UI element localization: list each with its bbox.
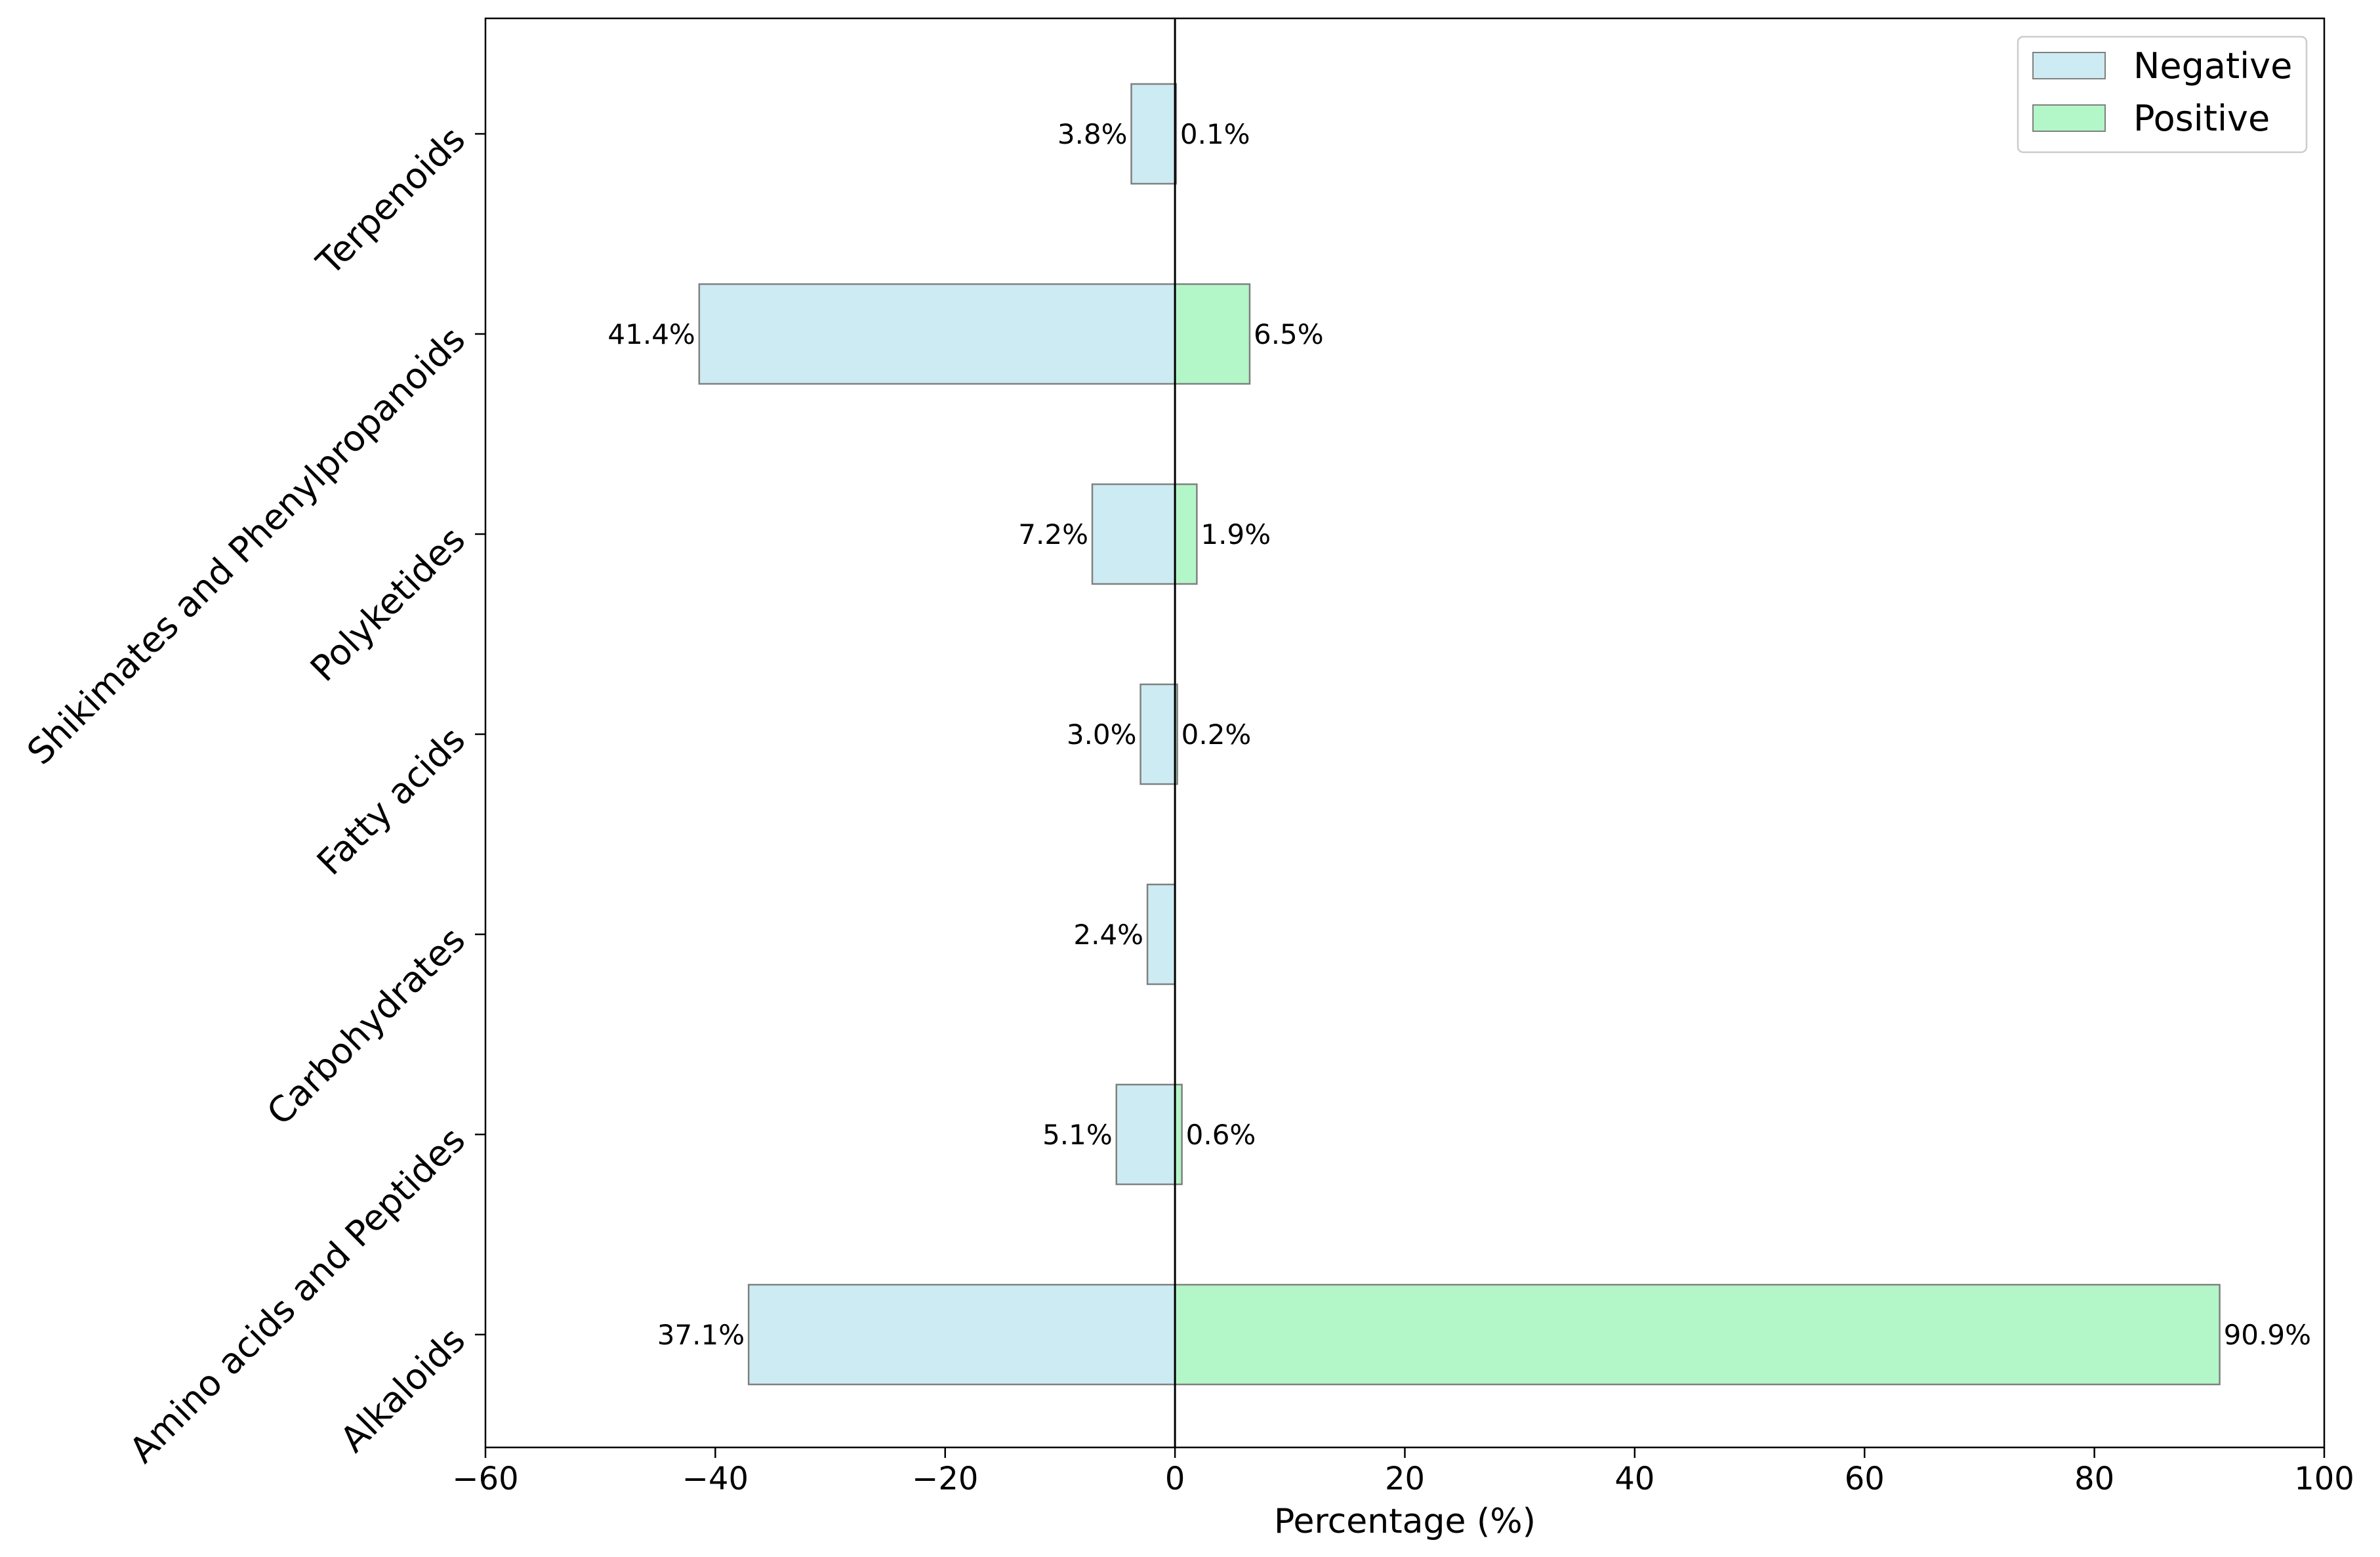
bar-positive-shikimates-and-phenylpropanoids bbox=[1174, 283, 1251, 385]
x-tick-label: 80 bbox=[2074, 1461, 2114, 1497]
bar-positive-polyketides bbox=[1174, 483, 1198, 585]
y-tick-label-polyketides: Polyketides bbox=[302, 519, 473, 690]
legend-label-negative: Negative bbox=[2133, 45, 2292, 87]
bar-positive-alkaloids bbox=[1174, 1283, 2221, 1386]
x-axis-title: Percentage (%) bbox=[1274, 1502, 1536, 1541]
data-label-positive-shikimates-and-phenylpropanoids: 6.5% bbox=[1254, 318, 1324, 350]
x-axis: −60 −40 −20 0 20 40 60 80 100 bbox=[452, 1447, 2354, 1497]
legend-swatch-negative bbox=[2032, 52, 2106, 79]
y-tick-label-alkaloids: Alkaloids bbox=[332, 1319, 473, 1461]
data-label-negative-fatty-acids: 3.0% bbox=[1067, 718, 1137, 751]
legend-swatch-positive bbox=[2032, 104, 2106, 132]
data-labels-layer: 3.8% 0.1% 41.4% 6.5% 7.2% 1.9% 3.0% 0.2% 2.4% 5.1… bbox=[607, 118, 2311, 1351]
data-label-negative-carbohydrates: 2.4% bbox=[1073, 919, 1143, 951]
legend: Negative Positive bbox=[2017, 35, 2308, 154]
bar-positive-amino-acids-and-peptides bbox=[1174, 1083, 1183, 1186]
x-tick-label: 0 bbox=[1165, 1461, 1185, 1497]
x-tick-label: 60 bbox=[1845, 1461, 1885, 1497]
y-tick-label-amino-acids-and-peptides: Amino acids and Peptides bbox=[121, 1119, 473, 1471]
x-tick-label: −20 bbox=[912, 1461, 978, 1497]
plot-frame bbox=[484, 17, 2326, 1449]
data-label-negative-polyketides: 7.2% bbox=[1018, 518, 1088, 550]
data-label-negative-alkaloids: 37.1% bbox=[657, 1319, 745, 1351]
bar-negative-polyketides bbox=[1091, 483, 1176, 585]
bar-negative-shikimates-and-phenylpropanoids bbox=[698, 283, 1176, 385]
x-tick-label: 40 bbox=[1614, 1461, 1654, 1497]
data-label-negative-terpenoids: 3.8% bbox=[1057, 118, 1128, 150]
data-label-negative-shikimates-and-phenylpropanoids: 41.4% bbox=[607, 318, 695, 350]
data-label-positive-terpenoids: 0.1% bbox=[1180, 118, 1250, 150]
bar-negative-amino-acids-and-peptides bbox=[1115, 1083, 1176, 1186]
data-label-positive-polyketides: 1.9% bbox=[1200, 518, 1271, 550]
bars-layer bbox=[698, 83, 2221, 1386]
bar-negative-fatty-acids bbox=[1139, 683, 1176, 785]
bar-negative-alkaloids bbox=[747, 1283, 1176, 1386]
y-axis: Terpenoids Shikimates and Phenylpropanoid… bbox=[19, 119, 485, 1471]
x-tick-label: −40 bbox=[682, 1461, 749, 1497]
bar-negative-carbohydrates bbox=[1146, 883, 1176, 986]
x-tick-label: −60 bbox=[452, 1461, 518, 1497]
y-tick-label-shikimates-and-phenylpropanoids: Shikimates and Phenylpropanoids bbox=[19, 319, 473, 773]
bar-negative-terpenoids bbox=[1130, 83, 1176, 185]
y-tick-label-carbohydrates: Carbohydrates bbox=[259, 919, 473, 1133]
data-label-positive-amino-acids-and-peptides: 0.6% bbox=[1186, 1119, 1256, 1151]
data-label-negative-amino-acids-and-peptides: 5.1% bbox=[1042, 1119, 1113, 1151]
data-label-positive-alkaloids: 90.9% bbox=[2224, 1319, 2311, 1351]
data-label-positive-fatty-acids: 0.2% bbox=[1181, 718, 1252, 751]
x-tick-label: 100 bbox=[2294, 1461, 2354, 1497]
y-tick-label-fatty-acids: Fatty acids bbox=[309, 719, 473, 883]
y-tick-label-terpenoids: Terpenoids bbox=[308, 119, 473, 283]
legend-label-positive: Positive bbox=[2133, 98, 2270, 139]
x-tick-label: 20 bbox=[1385, 1461, 1425, 1497]
